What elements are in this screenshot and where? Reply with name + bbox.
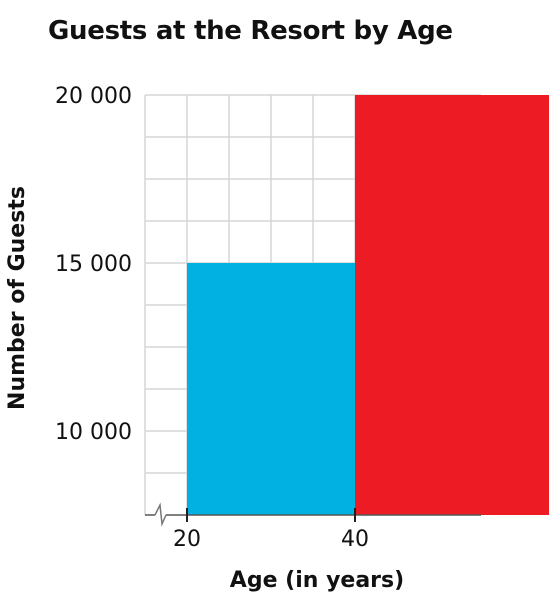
histogram-bar bbox=[355, 95, 549, 515]
bars bbox=[187, 95, 549, 515]
y-tick-label: 15 000 bbox=[55, 252, 132, 277]
x-axis-title: Age (in years) bbox=[230, 568, 404, 593]
y-axis-title: Number of Guests bbox=[5, 186, 30, 410]
chart-title: Guests at the Resort by Age bbox=[48, 16, 453, 46]
y-tick-labels: 10 000 15 000 20 000 bbox=[55, 84, 132, 445]
x-tick-label: 20 bbox=[173, 527, 201, 552]
y-tick-label: 20 000 bbox=[55, 84, 132, 109]
y-tick-label: 10 000 bbox=[55, 420, 132, 445]
x-tick-labels: 20407080 bbox=[173, 527, 369, 552]
histogram-bar bbox=[187, 263, 355, 515]
axis-break-icon bbox=[154, 502, 167, 527]
x-axis bbox=[145, 502, 481, 527]
x-tick-label: 40 bbox=[341, 527, 369, 552]
